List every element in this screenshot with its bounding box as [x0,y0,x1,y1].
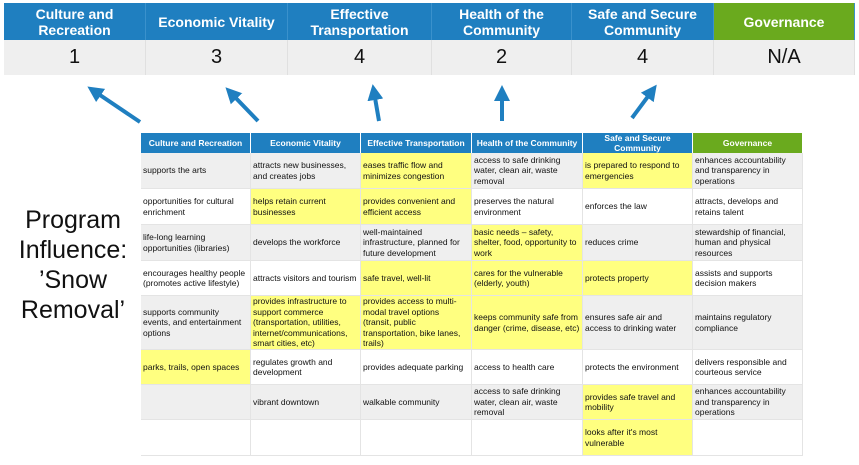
arrows [87,84,657,124]
table-cell: ensures safe air and access to drinking … [583,296,693,350]
table-header-economic-vitality: Economic Vitality [251,133,361,153]
table-cell [693,420,803,456]
table-cell [472,420,583,456]
score-effective-transportation: 4 [288,40,432,75]
table-header-effective-transportation: Effective Transportation [361,133,472,153]
table-cell: eases traffic flow and minimizes congest… [361,153,472,189]
summary-header-health-of-the-community: Health of the Community [432,3,572,40]
table-cell: provides infrastructure to support comme… [251,296,361,350]
table-cell: cares for the vulnerable (elderly, youth… [472,261,583,296]
score-safe-and-secure-community: 4 [572,40,714,75]
table-cell: attracts visitors and tourism [251,261,361,296]
table-cell: supports community events, and entertain… [141,296,251,350]
arrow-economic [225,87,260,123]
program-influence-title: Program Influence: ’Snow Removal’ [18,206,128,324]
table-cell: opportunities for cultural enrichment [141,189,251,225]
influence-table: Culture and Recreation Economic Vitality E… [141,133,803,456]
table-cell: basic needs – safety, shelter, food, opp… [472,225,583,261]
score-culture-and-recreation: 1 [4,40,146,75]
table-header-safe-and-secure-community: Safe and Secure Community [583,133,693,153]
table-cell: develops the workforce [251,225,361,261]
table-cell: reduces crime [583,225,693,261]
table-cell: vibrant downtown [251,385,361,420]
arrow-transport [367,84,384,122]
table-cell: looks after it's most vulnerable [583,420,693,456]
arrow-culture [87,86,142,124]
table-cell: access to safe drinking water, clean air… [472,385,583,420]
table-cell: life-long learning opportunities (librar… [141,225,251,261]
table-cell: parks, trails, open spaces [141,350,251,385]
table-cell: enhances accountability and transparency… [693,385,803,420]
table-cell: well-maintained infrastructure, planned … [361,225,472,261]
summary-header-effective-transportation: Effective Transportation [288,3,432,40]
summary-table: Culture and Recreation Economic Vitality E… [4,3,855,75]
table-cell: protects the environment [583,350,693,385]
table-cell: attracts new businesses, and creates job… [251,153,361,189]
table-cell: regulates growth and development [251,350,361,385]
score-health-of-the-community: 2 [432,40,572,75]
table-cell [361,420,472,456]
table-cell: provides convenient and efficient access [361,189,472,225]
table-cell: attracts, develops and retains talent [693,189,803,225]
score-governance: N/A [714,40,855,75]
table-cell [141,420,251,456]
table-cell: access to safe drinking water, clean air… [472,153,583,189]
table-cell: keeps community safe from danger (crime,… [472,296,583,350]
table-cell: walkable community [361,385,472,420]
summary-header-economic-vitality: Economic Vitality [146,3,288,40]
summary-header-culture-and-recreation: Culture and Recreation [4,3,146,40]
table-cell: supports the arts [141,153,251,189]
score-economic-vitality: 3 [146,40,288,75]
table-header-governance: Governance [693,133,803,153]
table-cell: helps retain current businesses [251,189,361,225]
arrow-safe [630,84,657,120]
table-cell: provides safe travel and mobility [583,385,693,420]
table-cell: enhances accountability and transparency… [693,153,803,189]
table-cell: provides adequate parking [361,350,472,385]
table-cell: provides access to multi-modal travel op… [361,296,472,350]
table-cell [141,385,251,420]
table-cell: enforces the law [583,189,693,225]
summary-header-safe-and-secure-community: Safe and Secure Community [572,3,714,40]
table-cell: preserves the natural environment [472,189,583,225]
summary-header-governance: Governance [714,3,855,40]
table-cell: assists and supports decision makers [693,261,803,296]
table-header-health-of-the-community: Health of the Community [472,133,583,153]
table-cell: delivers responsible and courteous servi… [693,350,803,385]
table-cell: is prepared to respond to emergencies [583,153,693,189]
table-cell: safe travel, well-lit [361,261,472,296]
table-header-culture-and-recreation: Culture and Recreation [141,133,251,153]
table-cell: maintains regulatory compliance [693,296,803,350]
table-cell: encourages healthy people (promotes acti… [141,261,251,296]
table-cell: protects property [583,261,693,296]
table-cell: access to health care [472,350,583,385]
table-cell [251,420,361,456]
table-cell: stewardship of financial, human and phys… [693,225,803,261]
